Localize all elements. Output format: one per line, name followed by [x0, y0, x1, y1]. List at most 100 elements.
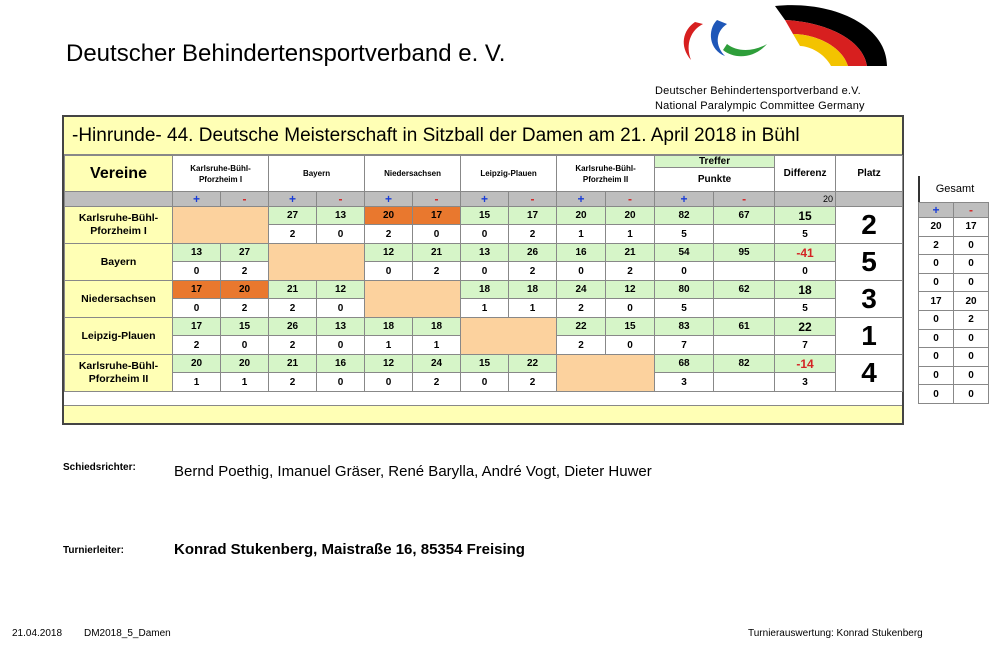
goals-against: 12 [316, 280, 366, 299]
minus-sign: - [219, 191, 270, 207]
treffer-for: 54 [654, 243, 715, 262]
plus-sign: + [654, 191, 715, 207]
team-row-scores: Bayern 13 27 12 21 13 26 16 21 54 95 -41 5 [64, 243, 904, 281]
punkte-spacer [713, 224, 776, 244]
goals-against: 13 [316, 317, 366, 336]
self-match-cell [171, 206, 270, 244]
goals-against: 13 [316, 206, 366, 225]
goals-against: 15 [605, 317, 656, 336]
team-name: Karlsruhe-Bühl-Pforzheim I [64, 206, 173, 244]
points-for: 2 [268, 224, 318, 244]
team-name: Bayern [64, 243, 173, 281]
plus-sign: + [460, 191, 510, 207]
goals-for: 15 [460, 354, 510, 373]
differenz-points: 3 [774, 372, 837, 392]
goals-against: 16 [316, 354, 366, 373]
goals-for: 21 [268, 354, 318, 373]
gesamt-row: 17 20 [918, 291, 989, 311]
platz-value: 5 [835, 243, 904, 281]
points-against: 0 [605, 335, 656, 355]
points-against: 2 [508, 372, 558, 392]
opponent-column-header: Leipzig-Plauen [460, 155, 558, 192]
points-against: 2 [508, 224, 558, 244]
results-table-frame: -Hinrunde- 44. Deutsche Meisterschaft in… [62, 115, 904, 425]
treffer-against: 62 [713, 280, 776, 299]
points-against: 1 [605, 224, 656, 244]
platz-sign-spacer [835, 191, 904, 207]
plus-sign: + [172, 191, 221, 207]
gesamt-value: 0 [953, 254, 989, 274]
points-against: 2 [219, 298, 270, 318]
punkte-spacer [713, 261, 776, 281]
gesamt-table: + -20 17 2 0 0 0 0 0 17 20 0 2 0 0 0 0 0 0 0 0 [918, 202, 989, 404]
platz-value: 1 [835, 317, 904, 355]
gesamt-value: 0 [953, 384, 989, 404]
punkte-value: 0 [654, 261, 715, 281]
points-for: 0 [460, 261, 510, 281]
points-against: 1 [508, 298, 558, 318]
team-name: Leipzig-Plauen [64, 317, 173, 355]
points-for: 0 [556, 261, 607, 281]
differenz-sign-value: 20 [774, 191, 837, 207]
points-for: 2 [268, 335, 318, 355]
goals-for: 13 [460, 243, 510, 262]
team-row-scores: Leipzig-Plauen 17 15 26 13 18 18 22 15 83 61 22 1 [64, 317, 904, 355]
plus-sign: + [268, 191, 318, 207]
goals-against: 24 [412, 354, 462, 373]
team-name: Niedersachsen [64, 280, 173, 318]
header-row: Vereine Karlsruhe-Bühl-Pforzheim I Bayern N… [64, 155, 904, 192]
logo-line-1: Deutscher Behindertensportverband e.V. [655, 85, 861, 97]
gesamt-value: 0 [918, 309, 954, 330]
self-match-cell [364, 280, 462, 318]
goals-against: 18 [412, 317, 462, 336]
goals-for: 21 [268, 280, 318, 299]
points-for: 1 [556, 224, 607, 244]
goals-against: 20 [605, 206, 656, 225]
results-grid: Vereine Karlsruhe-Bühl-Pforzheim I Bayern N… [64, 155, 904, 392]
differenz-points: 5 [774, 224, 837, 244]
treffer-for: 83 [654, 317, 715, 336]
team-row-scores: Karlsruhe-Bühl-Pforzheim II 20 20 21 16 12 24 1… [64, 354, 904, 392]
differenz-value: 18 [774, 280, 837, 299]
schiedsrichter-label: Schiedsrichter: [63, 462, 136, 473]
treffer-against: 95 [713, 243, 776, 262]
points-against: 0 [316, 335, 366, 355]
points-for: 0 [460, 224, 510, 244]
minus-sign: - [605, 191, 656, 207]
points-against: 1 [219, 372, 270, 392]
goals-against: 20 [219, 354, 270, 373]
gesamt-minus-sign: - [953, 202, 989, 218]
differenz-value: 15 [774, 206, 837, 225]
treffer-against: 82 [713, 354, 776, 373]
minus-sign: - [412, 191, 462, 207]
goals-for: 15 [460, 206, 510, 225]
dbs-logo: Deutscher Behindertensportverband e.V. N… [655, 4, 895, 112]
team-row-scores: Karlsruhe-Bühl-Pforzheim I 27 13 20 17 15 17 20… [64, 206, 904, 244]
gesamt-value: 0 [918, 347, 954, 367]
team-name: Karlsruhe-Bühl-Pforzheim II [64, 354, 173, 392]
punkte-spacer [713, 335, 776, 355]
gesamt-value: 0 [918, 254, 954, 274]
schiedsrichter-names: Bernd Poethig, Imanuel Gräser, René Bary… [174, 463, 652, 480]
minus-sign: - [713, 191, 776, 207]
gesamt-value: 2 [953, 309, 989, 330]
points-for: 0 [364, 372, 414, 392]
goals-for: 12 [364, 243, 414, 262]
self-match-cell [268, 243, 366, 281]
treffer-against: 67 [713, 206, 776, 225]
gesamt-value: 0 [918, 272, 954, 293]
paralympic-agitos-icon [683, 5, 887, 67]
results-table: Vereine Karlsruhe-Bühl-Pforzheim I Bayern N… [64, 155, 904, 392]
differenz-points: 7 [774, 335, 837, 355]
differenz-points: 0 [774, 261, 837, 281]
treffer-for: 82 [654, 206, 715, 225]
footer-evaluator: Turnierauswertung: Konrad Stukenberg [748, 628, 923, 639]
points-for: 2 [364, 224, 414, 244]
goals-against: 22 [508, 354, 558, 373]
points-for: 0 [364, 261, 414, 281]
